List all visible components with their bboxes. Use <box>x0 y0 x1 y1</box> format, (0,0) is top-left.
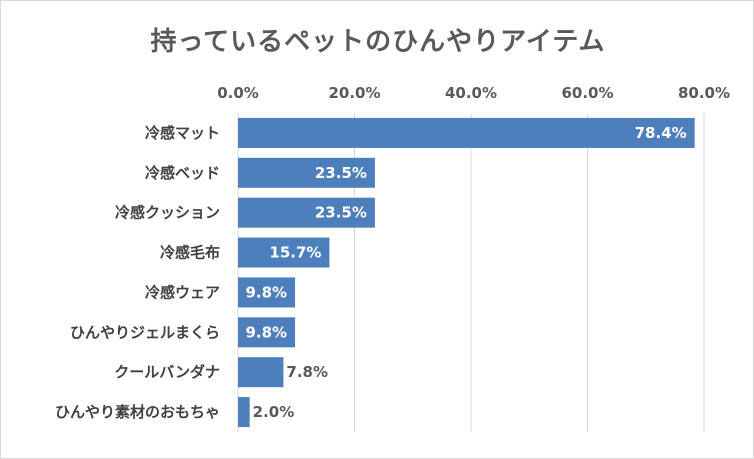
category-label: ひんやりジェルまくら <box>70 323 220 341</box>
chart-title: 持っているペットのひんやりアイテム <box>150 27 606 57</box>
bar <box>238 397 250 428</box>
bar <box>238 317 296 348</box>
category-label: 冷感マット <box>145 124 220 142</box>
category-label: 冷感クッション <box>115 204 220 222</box>
category-label: クールバンダナ <box>114 363 220 381</box>
bars <box>238 117 695 428</box>
bar <box>238 277 296 308</box>
bar <box>238 197 375 228</box>
data-label: 7.8% <box>286 363 328 381</box>
data-label: 15.7% <box>269 244 321 262</box>
data-label: 23.5% <box>315 204 367 222</box>
data-labels: 78.4% 23.5% 23.5% 15.7% 9.8% 9.8% 7.8% 2.0% <box>245 124 686 421</box>
category-label: 冷感ウェア <box>145 283 220 301</box>
data-label: 9.8% <box>245 323 287 341</box>
data-label: 9.8% <box>245 283 287 301</box>
x-tick-label: 20.0% <box>328 84 380 102</box>
category-label: 冷感毛布 <box>160 244 220 262</box>
x-tick-label: 60.0% <box>561 84 613 102</box>
data-label: 78.4% <box>635 124 687 142</box>
x-tick-label: 40.0% <box>445 84 497 102</box>
category-label: 冷感ベッド <box>145 164 220 182</box>
bar <box>238 237 330 268</box>
data-label: 23.5% <box>315 164 367 182</box>
bar <box>238 117 695 148</box>
x-tick-label: 80.0% <box>678 84 730 102</box>
category-labels: 冷感マット冷感ベッド冷感クッション冷感毛布冷感ウェアひんやりジェルまくらクールバ… <box>55 124 220 421</box>
x-tick-label: 0.0% <box>217 84 259 102</box>
bar <box>238 157 375 188</box>
x-axis-ticks: 0.0% 20.0% 40.0% 60.0% 80.0% <box>217 84 730 102</box>
category-label: ひんやり素材のおもちゃ <box>55 403 220 421</box>
data-label: 2.0% <box>253 403 295 421</box>
bar <box>238 357 284 388</box>
